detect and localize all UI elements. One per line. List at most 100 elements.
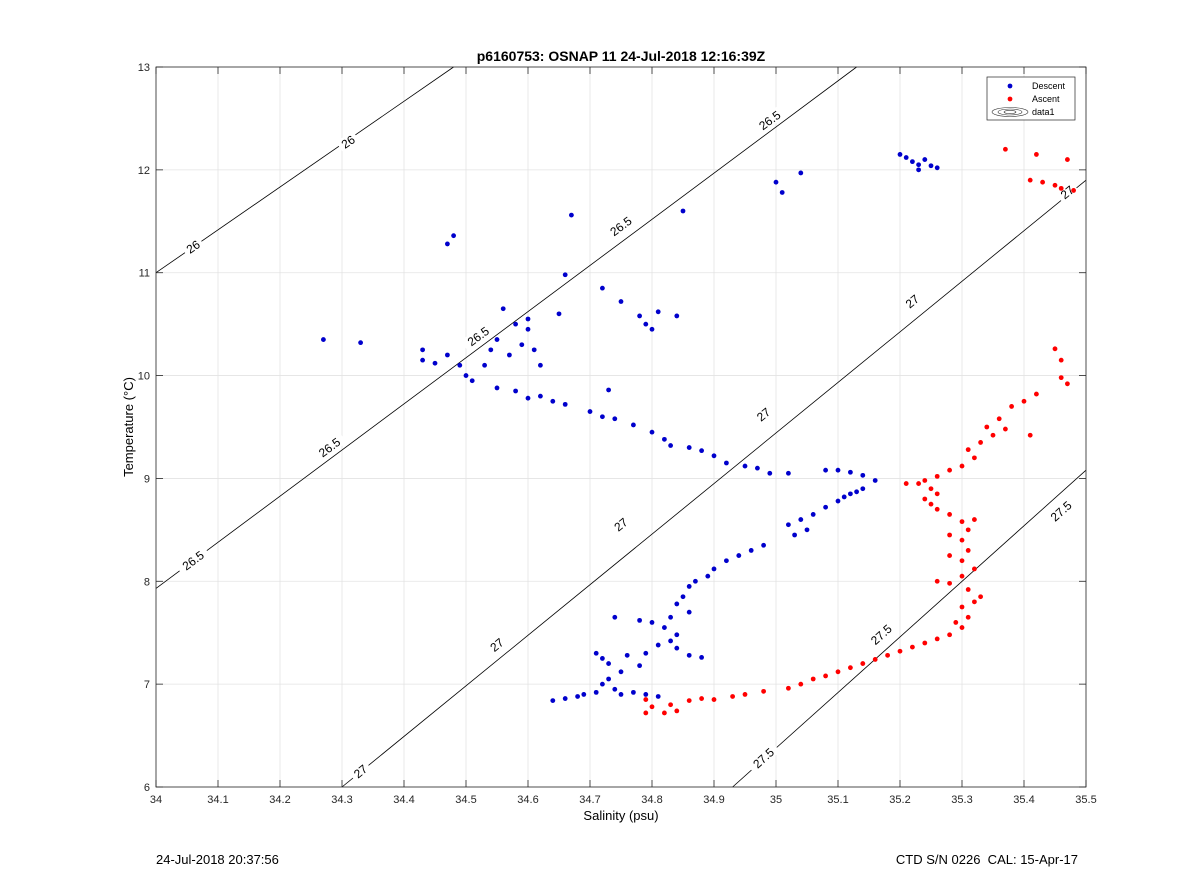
descent-point xyxy=(494,385,500,391)
ascent-point xyxy=(965,548,971,553)
descent-point xyxy=(321,337,326,342)
descent-point xyxy=(786,522,791,528)
y-axis-label: Temperature (°C) xyxy=(121,377,136,477)
descent-point xyxy=(841,494,847,500)
descent-point xyxy=(910,159,915,165)
descent-point xyxy=(550,398,556,404)
ascent-point xyxy=(1058,357,1064,363)
descent-point xyxy=(655,309,661,315)
descent-point xyxy=(668,614,673,620)
y-tick-label: 10 xyxy=(138,371,150,383)
descent-point xyxy=(358,340,363,346)
x-tick-label: 35.5 xyxy=(1075,794,1096,806)
ascent-point xyxy=(934,636,940,642)
grid-lines xyxy=(155,66,1087,788)
ascent-point xyxy=(810,676,816,682)
isopycnal-line xyxy=(341,179,1087,788)
ascent-point xyxy=(742,692,748,697)
ascent-point xyxy=(885,652,890,658)
ascent-point xyxy=(947,632,952,638)
descent-point xyxy=(903,155,909,160)
ctd-calibration-info: CTD S/N 0226 CAL: 15-Apr-17 xyxy=(895,852,1078,867)
descent-point xyxy=(525,316,531,322)
descent-point xyxy=(686,584,692,589)
descent-point xyxy=(538,393,543,399)
descent-point xyxy=(810,512,816,517)
descent-point xyxy=(569,212,574,218)
isopycnal-label-bg xyxy=(175,544,211,576)
descent-point xyxy=(686,652,692,658)
descent-point xyxy=(600,285,605,291)
x-tick-label: 34.3 xyxy=(331,794,352,806)
isopycnal-label-bg xyxy=(484,633,509,657)
descent-point xyxy=(637,313,642,319)
ascent-point xyxy=(872,657,878,662)
descent-point xyxy=(761,542,766,548)
y-tick-label: 13 xyxy=(138,62,150,74)
descent-point xyxy=(767,470,773,476)
ascent-point xyxy=(1034,391,1039,397)
descent-point xyxy=(674,601,680,607)
descent-point xyxy=(755,465,760,471)
ascent-point xyxy=(1058,185,1064,191)
descent-point xyxy=(538,362,543,368)
isopycnal-label-bg xyxy=(180,235,205,258)
descent-point xyxy=(562,401,568,407)
descent-point xyxy=(606,387,611,393)
descent-point xyxy=(724,460,729,466)
ascent-point xyxy=(835,669,841,675)
descent-point xyxy=(848,469,853,475)
descent-point xyxy=(649,620,655,625)
isopycnal-label-bg xyxy=(864,618,899,651)
ascent-point xyxy=(978,440,983,445)
ascent-point xyxy=(786,685,791,691)
ascent-point xyxy=(1027,177,1033,183)
legend-label-ascent: Ascent xyxy=(1032,94,1060,104)
descent-point xyxy=(637,663,642,669)
descent-point xyxy=(680,208,686,214)
descent-point xyxy=(792,532,797,538)
descent-point xyxy=(445,241,450,247)
series-descent xyxy=(321,152,940,703)
descent-point xyxy=(432,360,438,366)
descent-point xyxy=(500,306,506,312)
ascent-point xyxy=(1065,381,1070,387)
y-axis-ticks: 6 7 8 9 10 11 12 13 xyxy=(138,62,1086,794)
legend-marker-contour xyxy=(991,107,1029,117)
y-tick-label: 11 xyxy=(139,268,150,280)
descent-point xyxy=(531,347,537,353)
isopycnal-label-bg xyxy=(603,210,639,242)
ascent-point xyxy=(1003,146,1008,152)
isopycnal-label-bg xyxy=(460,320,496,352)
descent-point xyxy=(860,486,866,492)
descent-point xyxy=(872,478,878,483)
descent-point xyxy=(686,445,692,450)
legend-marker-ascent xyxy=(1007,96,1013,102)
ascent-point xyxy=(972,517,977,522)
descent-point xyxy=(525,395,531,401)
descent-point xyxy=(600,414,605,420)
ascent-point xyxy=(916,481,921,486)
ascent-point xyxy=(959,604,965,610)
isopycnal-label-bg xyxy=(1055,180,1079,204)
ascent-point xyxy=(1058,375,1064,381)
ascent-point xyxy=(699,696,704,701)
y-tick-label: 6 xyxy=(144,782,150,794)
descent-point xyxy=(779,190,785,195)
descent-point xyxy=(736,553,742,558)
x-tick-label: 34.8 xyxy=(641,794,662,806)
descent-point xyxy=(674,645,680,651)
isopycnal-label-bg xyxy=(746,741,781,775)
ascent-point xyxy=(649,704,655,710)
descent-point xyxy=(637,617,642,623)
ascent-point xyxy=(662,710,667,716)
ascent-point xyxy=(1034,152,1039,157)
descent-point xyxy=(649,429,655,435)
descent-point xyxy=(916,162,921,168)
x-axis-label: Salinity (psu) xyxy=(583,808,658,823)
descent-point xyxy=(612,686,618,692)
y-tick-label: 9 xyxy=(144,473,150,485)
descent-point xyxy=(804,527,810,533)
descent-point xyxy=(420,347,425,353)
ascent-point xyxy=(934,578,940,584)
